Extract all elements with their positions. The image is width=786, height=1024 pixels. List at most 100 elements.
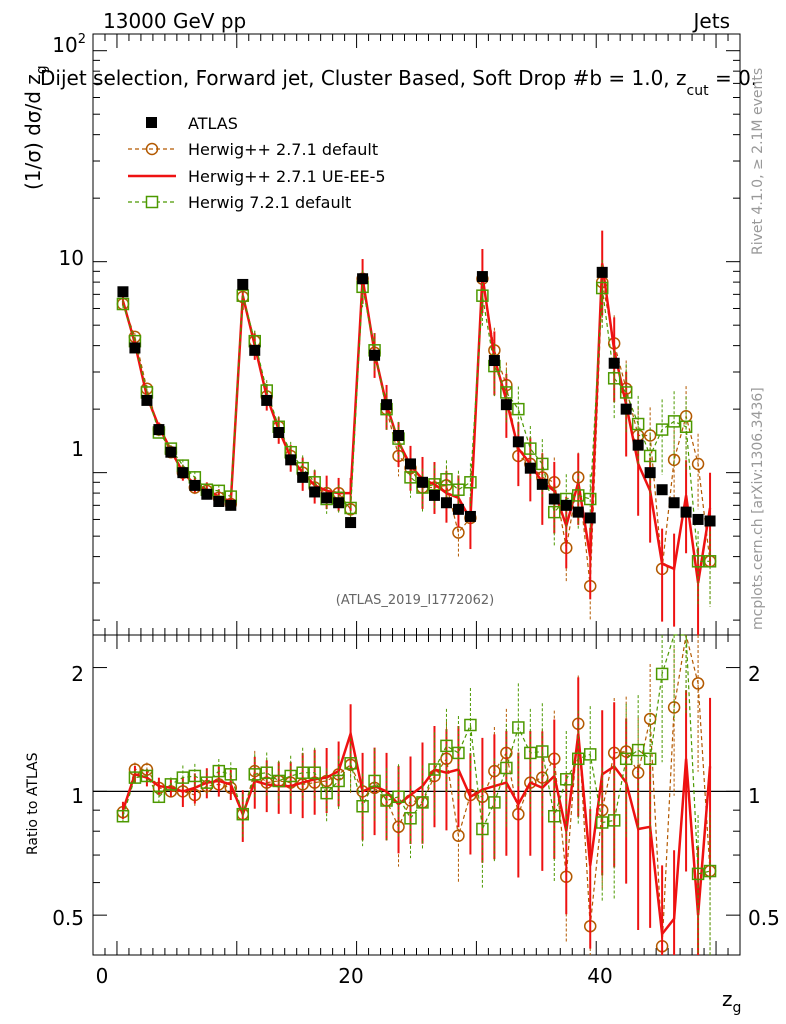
- atlas-data-point: [297, 471, 309, 483]
- ratio-herwigpp-ue-ee-5-line: [121, 728, 712, 938]
- atlas-data-point: [405, 458, 417, 470]
- ratio-ytick-2-right: 2: [748, 662, 761, 686]
- ratio-herwig7-default-point: [631, 743, 645, 757]
- top-herwigpp-default-point: [667, 453, 681, 467]
- atlas-data-point: [117, 286, 129, 298]
- plot-title-sub: cut: [687, 83, 710, 99]
- legend: ATLAS Herwig++ 2.7.1 default Herwig++ 2.…: [128, 114, 386, 212]
- top-herwigpp-default-line: [122, 278, 711, 587]
- top-herwig7-default-point: [512, 402, 525, 416]
- ratio-herwig7-default-point: [284, 769, 297, 783]
- top-ytick-10: 10: [59, 246, 84, 270]
- ratio-ytick-1: 1: [71, 784, 84, 808]
- top-herwigpp-ue-ee-5-line: [121, 263, 712, 584]
- top-ylabel-sub: g: [34, 65, 50, 74]
- atlas-data-point: [584, 512, 596, 524]
- ratio-herwigpp-default-point: [452, 829, 465, 842]
- ratio-ytick-0.5-right: 0.5: [748, 906, 780, 930]
- ratio-herwig7-default-point: [164, 778, 178, 791]
- atlas-data-point: [428, 489, 440, 501]
- legend-label-herwigpp-ue-ee-5: Herwig++ 2.7.1 UE-EE-5: [188, 167, 386, 186]
- ratio-herwig7-default-point: [380, 794, 393, 807]
- atlas-data-point: [237, 278, 249, 290]
- top-herwig7-default-point: [404, 471, 417, 484]
- ratio-herwig7-default-point: [560, 773, 573, 786]
- legend-marker-atlas: [146, 117, 157, 128]
- atlas-data-point: [656, 484, 668, 496]
- atlas-data-point: [261, 394, 273, 406]
- atlas-data-point: [620, 403, 632, 415]
- x-axis-label-sub: g: [733, 1000, 742, 1016]
- atlas-data-point: [440, 497, 452, 509]
- atlas-data-point: [452, 503, 464, 515]
- legend-marker-herwigpp-default: [145, 142, 159, 156]
- ratio-herwig7-default-point: [643, 752, 657, 766]
- atlas-data-point: [141, 394, 153, 406]
- ratio-herwig7-default-point: [176, 771, 190, 784]
- atlas-data-point: [321, 492, 333, 504]
- top-ytick-100: 102: [52, 32, 86, 57]
- ratio-herwig7-default-point: [332, 774, 345, 788]
- atlas-data-point: [644, 467, 656, 479]
- atlas-data-point: [464, 510, 476, 522]
- atlas-data-point: [668, 497, 680, 509]
- ratio-herwig7-default-point: [128, 771, 142, 784]
- ratio-herwig7-default-point: [296, 766, 309, 779]
- top-herwig7-default-point: [607, 372, 621, 385]
- atlas-data-point: [309, 486, 321, 498]
- top-herwig7-default-point: [116, 297, 130, 311]
- atlas-data-point: [273, 426, 285, 438]
- ratio-herwig7-default-point: [691, 867, 705, 881]
- atlas-data-point: [680, 506, 692, 518]
- ratio-herwig7-default-point: [524, 746, 537, 760]
- atlas-data-point: [500, 399, 512, 411]
- top-herwig7-default-point: [667, 415, 681, 428]
- ratio-herwig7-default-point: [272, 774, 285, 788]
- atlas-data-point: [249, 344, 261, 356]
- atlas-data-point: [536, 478, 548, 490]
- atlas-data-point: [333, 497, 345, 509]
- atlas-data-point: [189, 479, 201, 491]
- top-herwig7-default-point: [440, 473, 453, 486]
- atlas-data-point: [213, 495, 225, 507]
- top-herwig7-default-point: [536, 457, 549, 471]
- ratio-herwig7-default-point: [320, 786, 333, 800]
- atlas-data-point: [476, 271, 488, 283]
- ratio-herwig7-default-point: [416, 796, 429, 809]
- top-herwig7-default-point: [236, 289, 250, 302]
- ratio-ytick-0.5: 0.5: [52, 906, 84, 930]
- ratio-herwig7-default-point: [500, 761, 513, 775]
- ratio-herwig7-default-point: [655, 667, 669, 681]
- top-herwig7-default-point: [452, 483, 465, 496]
- atlas-data-point: [416, 476, 428, 488]
- atlas-data-point: [129, 342, 141, 354]
- atlas-data-point: [381, 399, 393, 411]
- legend-label-herwigpp-default: Herwig++ 2.7.1 default: [188, 140, 378, 159]
- legend-label-atlas: ATLAS: [188, 114, 238, 133]
- atlas-data-point: [153, 424, 165, 436]
- legend-label-herwig7-default: Herwig 7.2.1 default: [188, 193, 351, 212]
- ratio-herwig7-default-point: [212, 764, 226, 778]
- ratio-herwig7-default-point: [583, 748, 597, 761]
- atlas-data-point: [560, 499, 572, 511]
- ratio-herwig7-default-point: [308, 766, 321, 779]
- legend-marker-herwig7-default: [145, 195, 159, 209]
- ratio-herwig7-default-point: [356, 799, 369, 813]
- ratio-herwig7-default-point: [548, 809, 561, 823]
- atlas-data-point: [285, 454, 297, 466]
- atlas-data-point: [165, 446, 177, 458]
- ratio-herwig7-default-point: [572, 752, 585, 766]
- ratio-herwig7-default-point: [607, 814, 621, 827]
- ratio-herwig7-default-point: [224, 768, 238, 781]
- top-herwig7-default-point: [476, 289, 489, 302]
- rivet-label: Rivet 4.1.0, ≥ 2.1M events: [750, 68, 766, 255]
- top-herwig7-default-point: [500, 386, 513, 399]
- atlas-data-point: [345, 517, 357, 529]
- ratio-herwig7-default-point: [512, 721, 525, 734]
- top-herwig7-default-point: [679, 420, 693, 434]
- atlas-data-point: [692, 513, 704, 525]
- x-axis-label: zg: [722, 987, 741, 1016]
- atlas-data-point: [524, 462, 536, 474]
- top-ytick-100-exp: 2: [78, 32, 86, 47]
